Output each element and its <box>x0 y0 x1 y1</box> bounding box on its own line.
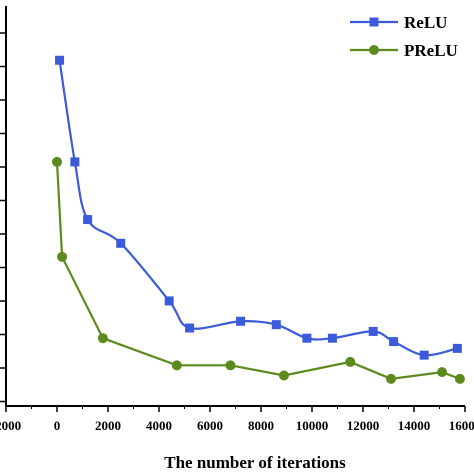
data-point-prelu <box>278 370 289 381</box>
x-tick-label: 2000 <box>95 418 121 433</box>
data-point-relu <box>164 296 174 306</box>
x-tick-label: 6000 <box>197 418 223 433</box>
series-relu <box>55 55 462 360</box>
data-point-prelu <box>97 333 108 344</box>
data-point-relu <box>55 55 65 65</box>
data-point-prelu <box>437 367 448 378</box>
x-tick-label: 10000 <box>296 418 329 433</box>
series-line-prelu <box>55 161 461 381</box>
data-point-relu <box>271 320 281 330</box>
data-point-prelu <box>225 360 236 371</box>
x-tick-label: 0 <box>54 418 61 433</box>
data-point-relu <box>83 215 93 225</box>
data-point-relu <box>302 333 312 343</box>
legend-marker-prelu <box>369 45 379 55</box>
data-point-relu <box>452 343 462 353</box>
data-point-prelu <box>57 251 68 262</box>
x-tick-label: -2000 <box>0 418 21 433</box>
x-axis-title: The number of iterations <box>164 453 346 472</box>
x-tick-label: 14000 <box>398 418 431 433</box>
x-tick-label: 4000 <box>146 418 172 433</box>
legend-label-relu: ReLU <box>404 13 447 32</box>
data-point-relu <box>389 337 399 347</box>
series-line-relu <box>58 60 458 357</box>
x-tick-label: 16000 <box>449 418 474 433</box>
data-point-relu <box>368 326 378 336</box>
axes: -2000 0 2000 4000 6000 8000 10000 12000 14000 160… <box>0 6 474 433</box>
data-point-relu <box>70 157 80 167</box>
data-point-relu <box>185 323 195 333</box>
data-point-prelu <box>345 356 356 367</box>
data-point-prelu <box>171 360 182 371</box>
series-prelu <box>52 156 465 384</box>
data-point-prelu <box>52 156 62 167</box>
legend-label-prelu: PReLU <box>404 41 458 60</box>
data-point-prelu <box>454 373 465 384</box>
data-point-relu <box>236 316 246 326</box>
series-layer <box>52 55 465 384</box>
x-tick-label: 8000 <box>248 418 274 433</box>
data-point-relu <box>327 333 337 343</box>
legend: ReLU PReLU <box>350 13 458 60</box>
data-point-relu <box>419 350 429 360</box>
data-point-prelu <box>386 373 397 384</box>
x-tick-label: 12000 <box>347 418 380 433</box>
legend-marker-relu <box>369 17 379 27</box>
data-point-relu <box>116 238 126 248</box>
